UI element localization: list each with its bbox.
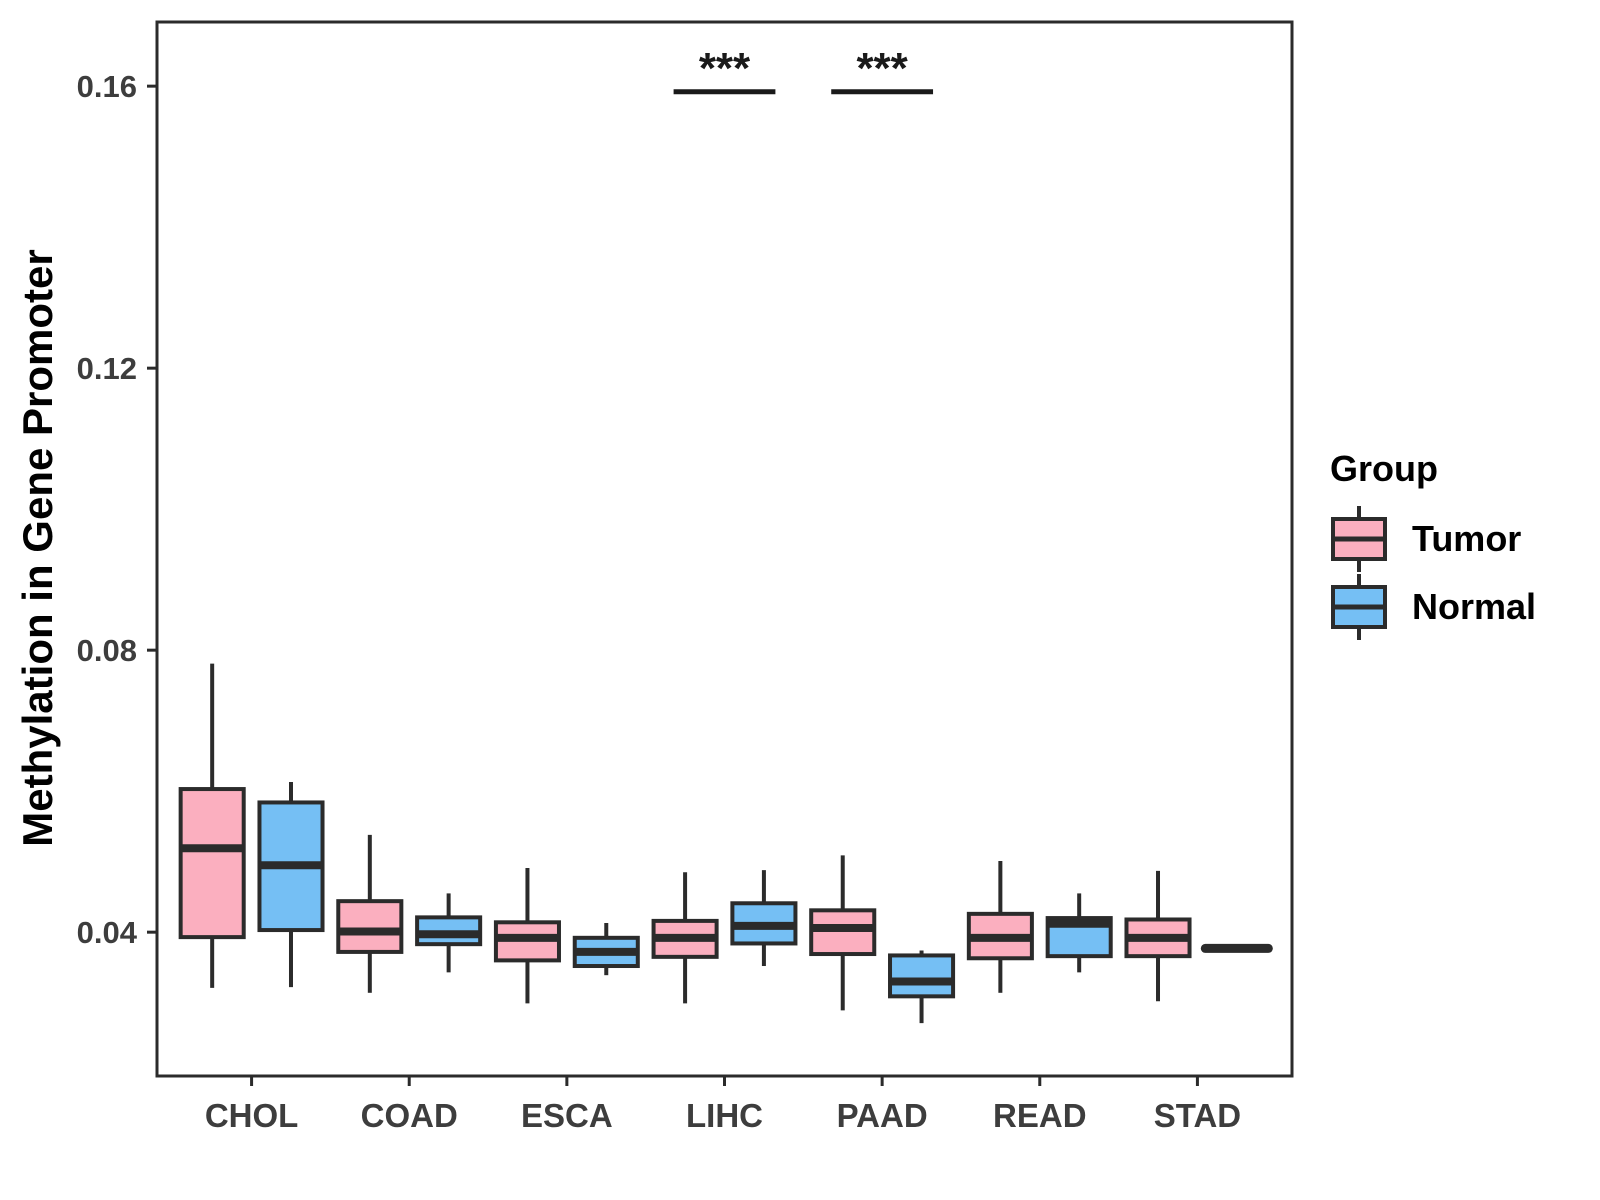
x-tick-label-coad: COAD bbox=[361, 1097, 458, 1134]
legend-item-normal: Normal bbox=[1330, 574, 1536, 640]
y-tick-label: 0.08 bbox=[77, 633, 137, 668]
x-tick-label-paad: PAAD bbox=[837, 1097, 928, 1134]
y-axis-title: Methylation in Gene Promoter bbox=[14, 249, 61, 847]
iqr-box bbox=[888, 953, 956, 999]
y-tick-label: 0.12 bbox=[77, 351, 137, 386]
x-tick-label-stad: STAD bbox=[1154, 1097, 1241, 1134]
x-tick-label-lihc: LIHC bbox=[686, 1097, 763, 1134]
iqr-box bbox=[178, 787, 246, 940]
boxplot-read-tumor bbox=[966, 860, 1034, 993]
boxplot-lihc-tumor bbox=[651, 872, 719, 1004]
legend-title: Group bbox=[1330, 448, 1438, 489]
boxplot-read-normal bbox=[1045, 893, 1113, 973]
normal-boxplot-key-icon bbox=[1331, 574, 1387, 640]
boxplot-paad-normal bbox=[888, 950, 956, 1024]
x-tick-label-chol: CHOL bbox=[205, 1097, 299, 1134]
tumor-boxplot-key-icon bbox=[1331, 506, 1387, 572]
boxplot-stad-tumor bbox=[1124, 870, 1192, 1002]
significance-stars-paad: *** bbox=[856, 44, 908, 93]
x-tick-label-esca: ESCA bbox=[521, 1097, 613, 1134]
panel-border bbox=[155, 20, 1294, 1078]
legend: Group Tumor Normal bbox=[1330, 448, 1536, 640]
boxplot-lihc-normal bbox=[730, 870, 798, 967]
y-tick-label: 0.16 bbox=[77, 69, 137, 104]
legend-label-tumor: Tumor bbox=[1412, 518, 1522, 559]
y-tick-label: 0.04 bbox=[77, 915, 138, 950]
boxplot-esca-tumor bbox=[493, 868, 561, 1004]
boxplot-coad-normal bbox=[415, 893, 483, 973]
boxplot-coad-tumor bbox=[336, 834, 404, 993]
boxplot-esca-normal bbox=[572, 923, 640, 976]
boxplot-chol-normal bbox=[257, 782, 325, 988]
iqr-box bbox=[336, 899, 404, 954]
significance-stars-lihc: *** bbox=[699, 44, 751, 93]
legend-item-tumor: Tumor bbox=[1330, 506, 1536, 572]
legend-label-normal: Normal bbox=[1412, 586, 1537, 627]
x-tick-label-read: READ bbox=[993, 1097, 1087, 1134]
iqr-box bbox=[809, 908, 877, 957]
boxplot-paad-tumor bbox=[809, 855, 877, 1011]
boxplot-chol-tumor bbox=[178, 663, 246, 988]
